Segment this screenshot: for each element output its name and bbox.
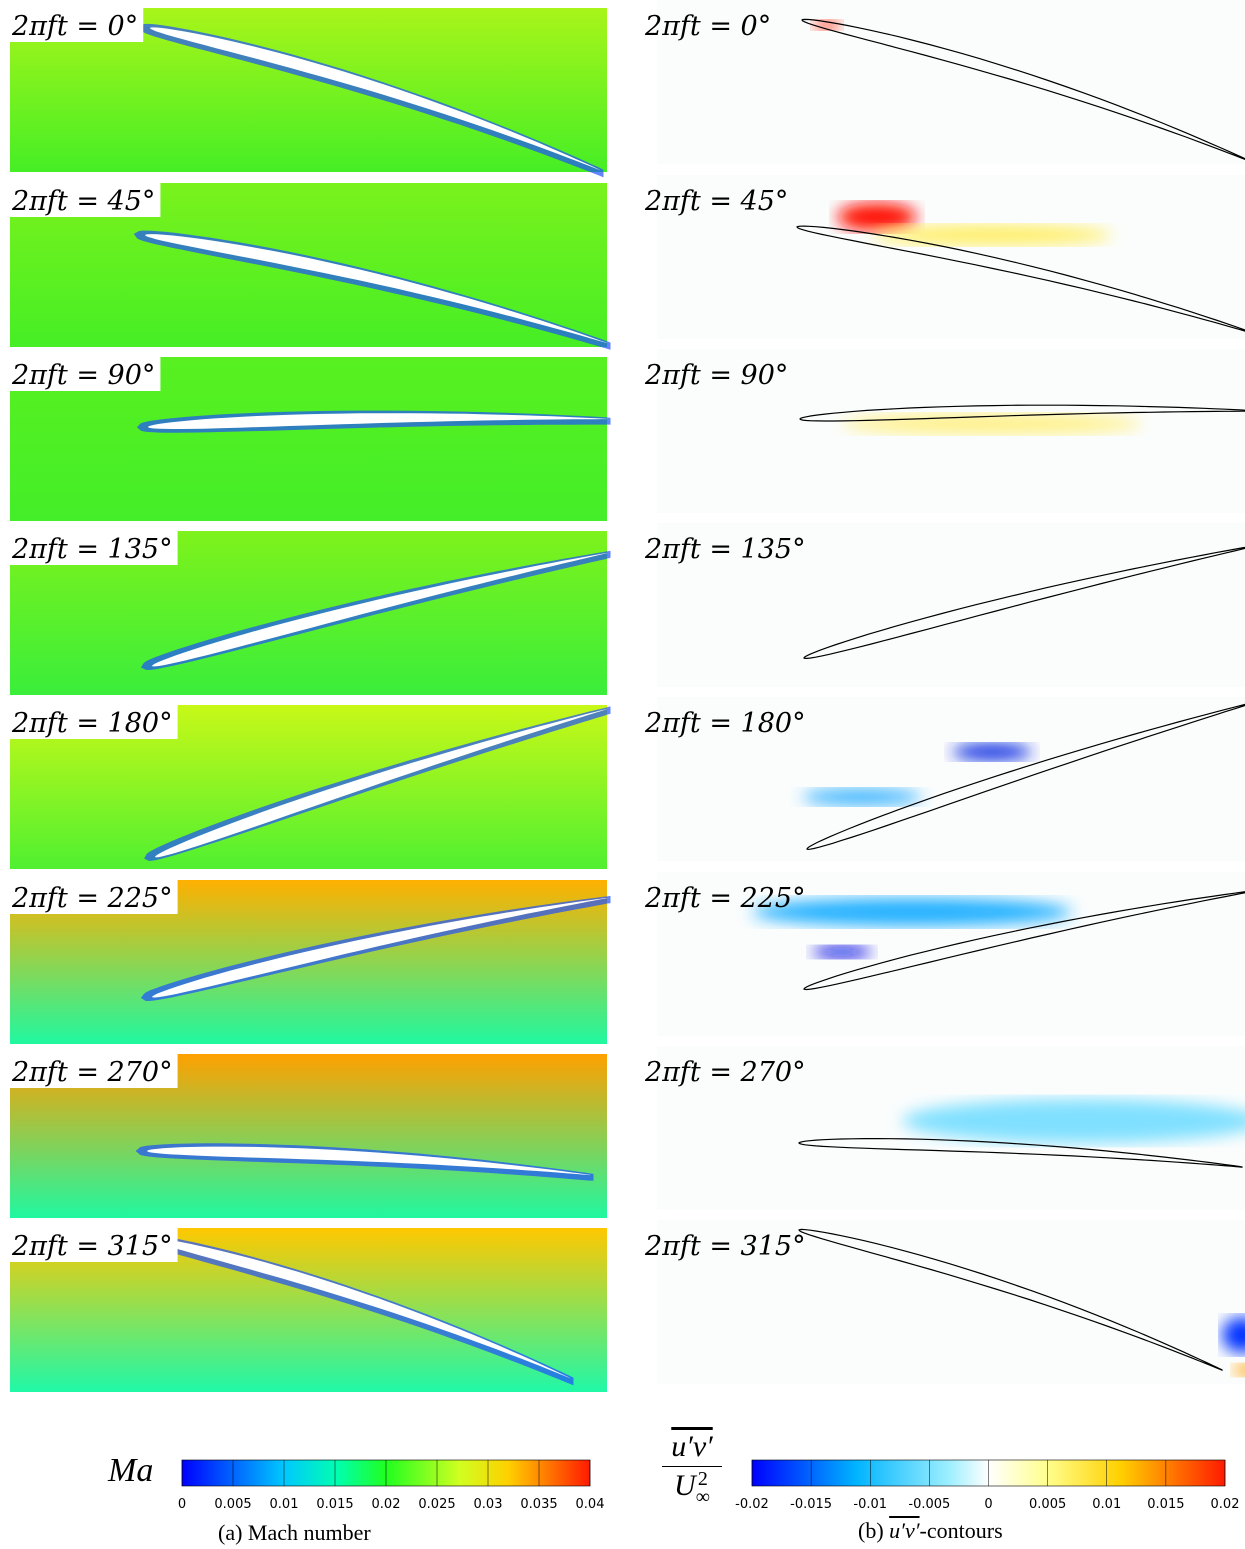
caption-suffix: -contours (920, 1518, 1003, 1543)
stress-region (812, 946, 872, 958)
base: U (674, 1469, 696, 1502)
sub: ∞ (696, 1488, 710, 1506)
phase-label: 2πft = 315° (11, 1231, 173, 1262)
phase-label: 2πft = 180° (644, 708, 806, 739)
caption-a: (a) Mach number (218, 1520, 371, 1546)
phase-label: 2πft = 135° (644, 534, 806, 565)
phase-label: 2πft = 45° (11, 186, 155, 217)
phase-label: 2πft = 180° (11, 708, 173, 739)
colorbar-tick-label: 0.005 (214, 1497, 251, 1512)
colorbar-tick-label: -0.02 (735, 1497, 769, 1512)
colorbar-tick-label: 0 (984, 1497, 992, 1512)
stress-region (842, 414, 1142, 434)
phase-label: 2πft = 0° (11, 11, 138, 42)
colorbar-tick-label: -0.005 (908, 1497, 950, 1512)
colorbar-a-label: Ma (108, 1452, 153, 1490)
phase-label: 2πft = 90° (644, 360, 788, 391)
colorbar-tick-label: -0.015 (790, 1497, 832, 1512)
stress-region (802, 789, 922, 805)
phase-label: 2πft = 270° (11, 1057, 173, 1088)
stress-region (952, 744, 1032, 760)
colorbar-tick-label: 0.02 (1211, 1497, 1240, 1512)
colorbar-tick-label: 0 (178, 1497, 186, 1512)
phase-label: 2πft = 45° (644, 186, 788, 217)
colorbar-tick-label: 0.015 (316, 1497, 353, 1512)
colorbar-tick-label: 0.005 (1029, 1497, 1066, 1512)
colorbar-tick-label: 0.01 (1092, 1497, 1121, 1512)
phase-label: 2πft = 0° (644, 11, 771, 42)
phase-label: 2πft = 225° (644, 883, 806, 914)
colorbar-tick-label: 0.01 (270, 1497, 299, 1512)
caption-prefix: (b) (858, 1518, 889, 1543)
colorbar-tick-label: 0.025 (418, 1497, 455, 1512)
page: 2πft = 0° 2πft = 0° 2πft = 45° 2πft = 45° 2π… (0, 0, 1245, 1549)
colorbar-tick-label: 0.035 (520, 1497, 557, 1512)
colorbar-tick-label: 0.015 (1147, 1497, 1184, 1512)
colorbar-tick-label: 0.02 (372, 1497, 401, 1512)
colorbar-tick-label: 0.04 (576, 1497, 605, 1512)
phase-label: 2πft = 225° (11, 883, 173, 914)
colorbar-tick-label: 0.03 (474, 1497, 503, 1512)
phase-label: 2πft = 270° (644, 1057, 806, 1088)
numerator: u′v′ (662, 1428, 722, 1467)
phase-label: 2πft = 315° (644, 1231, 806, 1262)
colorbar-tick-label: -0.01 (853, 1497, 887, 1512)
phase-label: 2πft = 135° (11, 534, 173, 565)
stress-region (837, 203, 917, 231)
figure: 2πft = 0° 2πft = 0° 2πft = 45° 2πft = 45° 2π… (0, 0, 1245, 1549)
caption-symbol: u′v′ (889, 1518, 919, 1543)
phase-label: 2πft = 90° (11, 360, 155, 391)
stress-region (872, 225, 1112, 245)
caption-b: (b) u′v′-contours (858, 1518, 1003, 1544)
